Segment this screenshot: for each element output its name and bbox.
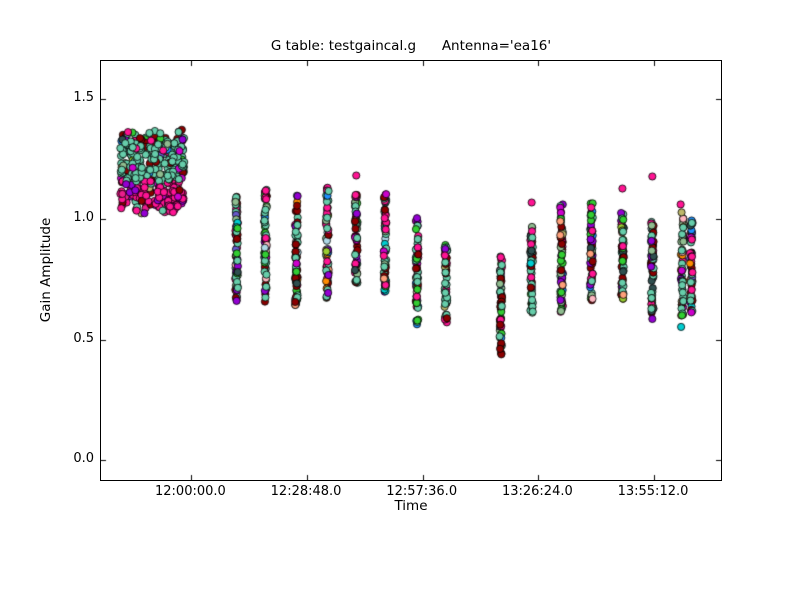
x-tick-label-0: 12:00:00.0 [155, 484, 226, 499]
y-tick-label-3: 1.5 [73, 89, 94, 105]
plot-title: G table: testgaincal.g Antenna='ea16' [270, 38, 552, 54]
x-tick-label-2: 12:57:36.0 [386, 484, 458, 499]
y-tick-label-1: 0.5 [73, 330, 94, 346]
x-tick-label-1: 12:28:48.0 [270, 484, 342, 499]
x-axis-label: Time [394, 498, 428, 514]
y-tick-label-2: 1.0 [73, 210, 94, 226]
plot-area [100, 60, 722, 481]
x-tick-label-4: 13:55:12.0 [617, 484, 689, 499]
scatter-points-canvas [101, 61, 721, 480]
x-tick-label-3: 13:26:24.0 [501, 484, 573, 499]
y-axis-label: Gain Amplitude [38, 217, 54, 323]
y-tick-label-0: 0.0 [73, 451, 94, 467]
